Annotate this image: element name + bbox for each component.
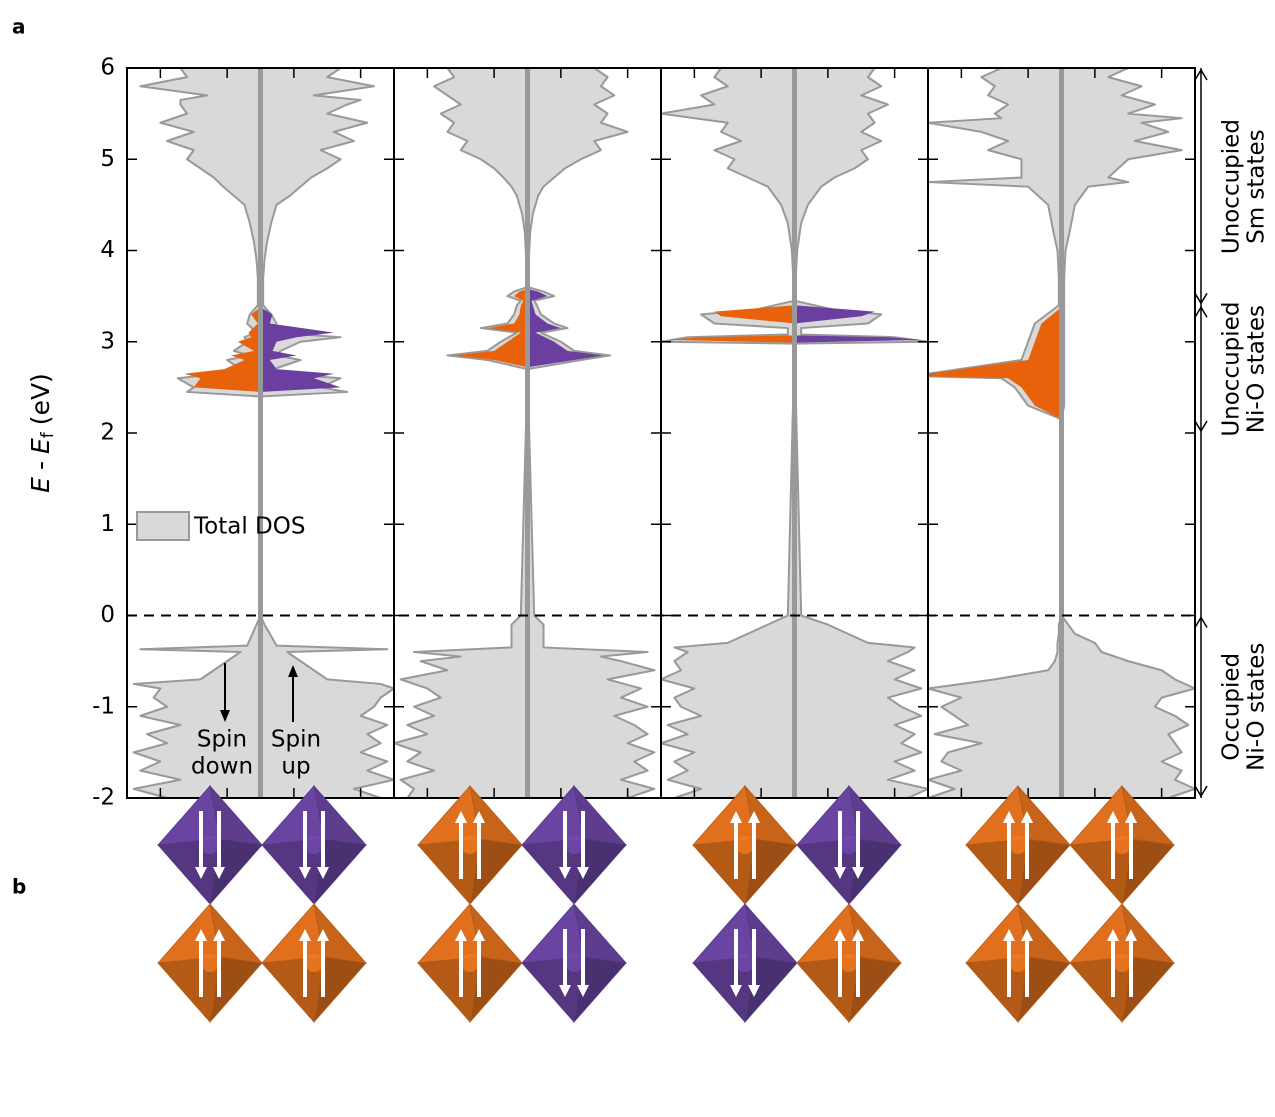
total-dos-area: [261, 68, 395, 798]
y-tick-label: -2: [92, 785, 115, 811]
annotation: Spin: [271, 727, 321, 753]
total-dos-area: [661, 68, 795, 798]
nickel-atom: [305, 954, 323, 972]
total-dos-area: [394, 68, 528, 798]
nickel-atom: [1113, 836, 1131, 854]
y-tick-label: -1: [92, 693, 115, 719]
nickel-atom: [840, 836, 858, 854]
nickel-atom: [565, 836, 583, 854]
nickel-atom: [565, 954, 583, 972]
region-label: Ni-O states: [1244, 305, 1270, 433]
total-dos-area: [528, 68, 655, 798]
total-dos-area: [928, 68, 1062, 798]
nickel-atom: [736, 954, 754, 972]
panel-label: b: [12, 875, 26, 899]
y-tick-label: 1: [100, 511, 115, 537]
nickel-atom: [1009, 954, 1027, 972]
region-label: Unoccupied: [1219, 119, 1245, 254]
y-label-part: f: [38, 431, 58, 438]
region-label: Ni-O states: [1244, 643, 1270, 771]
legend-key: [137, 512, 189, 540]
panel-label: a: [12, 15, 26, 39]
y-tick-label: 3: [100, 328, 115, 354]
nickel-atom: [201, 836, 219, 854]
annotation: up: [281, 754, 310, 780]
structures: [158, 786, 1174, 1022]
nickel-atom: [840, 954, 858, 972]
y-tick-label: 6: [100, 55, 115, 81]
y-label-part: (eV): [26, 373, 55, 425]
total-dos-area: [1062, 68, 1196, 798]
region-label: Occupied: [1219, 653, 1245, 761]
total-dos-area: [795, 68, 929, 798]
annotation: down: [191, 754, 253, 780]
nickel-atom: [1009, 836, 1027, 854]
y-tick-label: 2: [100, 420, 115, 446]
figure: a b E-Ef(eV) -2-10123456UnoccupiedSm sta…: [0, 0, 1275, 1117]
region-label: Sm states: [1244, 129, 1270, 244]
nickel-atom: [201, 954, 219, 972]
nickel-atom: [305, 836, 323, 854]
nickel-atom: [461, 836, 479, 854]
y-tick-label: 4: [100, 237, 115, 263]
nickel-atom: [461, 954, 479, 972]
region-label: Unoccupied: [1219, 302, 1245, 437]
plots: -2-10123456UnoccupiedSm statesUnoccupied…: [92, 55, 1269, 811]
projected-dos-area: [454, 289, 527, 367]
y-tick-label: 0: [100, 602, 115, 628]
total-dos-area: [134, 68, 261, 798]
nickel-atom: [1113, 954, 1131, 972]
y-tick-label: 5: [100, 146, 115, 172]
y-label-part: E: [26, 438, 55, 454]
nickel-atom: [736, 836, 754, 854]
y-label-part: -: [26, 461, 55, 470]
y-label-part: E: [26, 477, 55, 493]
y-axis-label: E - Ef (eV): [26, 373, 58, 493]
annotation: Spin: [197, 727, 247, 753]
legend-label: Total DOS: [193, 514, 305, 540]
